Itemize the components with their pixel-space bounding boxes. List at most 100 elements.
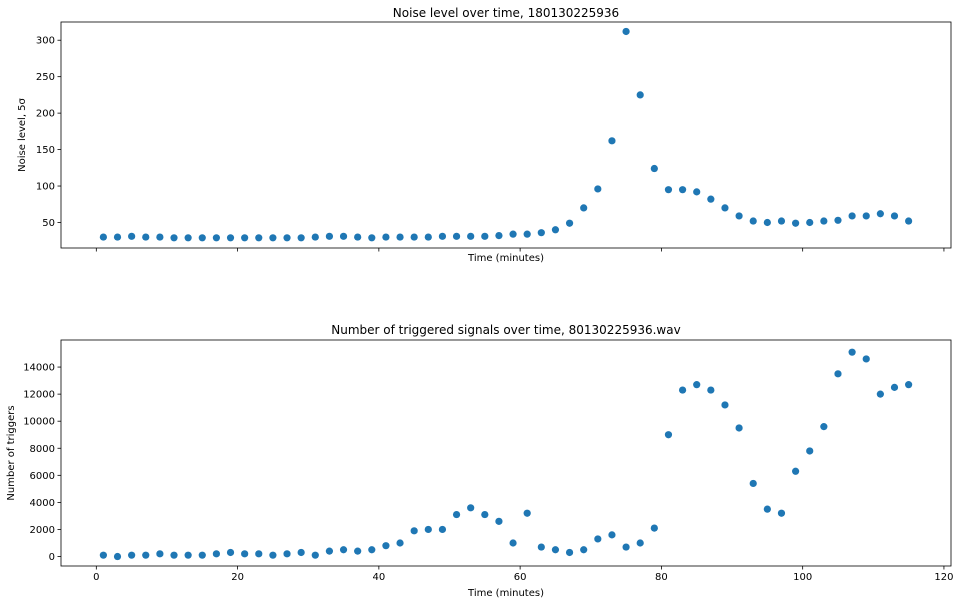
triggers-data-point xyxy=(777,509,786,517)
triggers-data-point xyxy=(424,525,432,534)
triggers-data-point xyxy=(255,550,263,558)
noise-data-point xyxy=(424,233,432,241)
triggers-data-point xyxy=(594,535,602,543)
noise-ticks: 50 100 150 200 250 300 xyxy=(36,36,945,252)
triggers-data-point xyxy=(834,370,842,378)
noise-data-point xyxy=(890,212,899,220)
noise-data-point xyxy=(297,234,305,242)
triggers-data-point xyxy=(565,548,574,557)
noise-data-point xyxy=(580,204,588,212)
triggers-y-tick-label: 8000 xyxy=(30,444,55,455)
noise-data-point xyxy=(255,234,263,242)
noise-data-point xyxy=(113,233,122,241)
triggers-data-point xyxy=(410,527,418,535)
noise-data-point xyxy=(212,234,220,242)
noise-data-point xyxy=(354,233,362,241)
noise-y-tick-label: 100 xyxy=(36,182,55,193)
triggers-data-point xyxy=(156,550,164,558)
triggers-x-tick-label: 60 xyxy=(514,572,527,583)
triggers-x-tick-label: 0 xyxy=(93,572,99,583)
triggers-y-tick-label: 14000 xyxy=(23,363,55,374)
noise-data-point xyxy=(820,217,828,225)
triggers-data-point xyxy=(226,548,235,557)
triggers-data-point xyxy=(763,505,771,513)
noise-y-axis-label: Noise level, 5σ xyxy=(17,97,28,171)
noise-data-point xyxy=(452,232,461,240)
triggers-x-tick-label: 80 xyxy=(655,572,668,583)
noise-data-point xyxy=(693,188,701,196)
triggers-data-point xyxy=(212,550,220,558)
noise-data-point xyxy=(763,218,771,227)
triggers-data-point xyxy=(297,548,305,557)
noise-data-point xyxy=(565,219,574,227)
triggers-x-tick-label: 100 xyxy=(793,572,812,583)
noise-data-point xyxy=(735,212,743,220)
noise-data-point xyxy=(325,232,334,240)
triggers-data-point xyxy=(382,542,390,550)
triggers-data-point xyxy=(862,355,870,363)
triggers-data-point xyxy=(452,510,461,519)
triggers-data-point xyxy=(481,510,489,519)
triggers-data-point xyxy=(537,543,545,551)
triggers-y-tick-label: 4000 xyxy=(30,498,55,509)
noise-data-point xyxy=(594,185,602,193)
triggers-data-point xyxy=(749,479,757,488)
triggers-y-axis-label: Number of triggers xyxy=(6,405,17,500)
triggers-data-point xyxy=(467,504,475,512)
triggers-data-point xyxy=(693,381,701,389)
triggers-data-point xyxy=(664,431,673,439)
noise-y-tick-label: 150 xyxy=(36,145,55,156)
noise-y-tick-label: 200 xyxy=(36,109,55,120)
noise-data-point xyxy=(396,233,404,241)
triggers-data-point xyxy=(636,539,644,547)
triggers-data-point xyxy=(551,546,560,554)
triggers-data-point xyxy=(650,524,658,532)
triggers-data-point xyxy=(325,547,334,555)
triggers-data-point xyxy=(311,551,319,559)
triggers-chart-title: Number of triggered signals over time, 8… xyxy=(331,323,680,337)
triggers-data-point xyxy=(354,547,362,555)
triggers-data-point xyxy=(735,424,743,432)
noise-data-point xyxy=(664,186,673,194)
noise-data-point xyxy=(792,219,800,227)
noise-data-point xyxy=(241,234,249,242)
noise-data-point xyxy=(269,234,277,242)
noise-data-point xyxy=(382,233,390,241)
triggers-data-point xyxy=(707,386,715,394)
triggers-data-point xyxy=(890,383,899,391)
triggers-data-point xyxy=(792,467,800,475)
triggers-x-axis-label: Time (minutes) xyxy=(467,588,544,599)
triggers-data-point xyxy=(128,551,136,559)
noise-data-point xyxy=(184,234,192,242)
triggers-x-tick-label: 120 xyxy=(934,572,953,583)
noise-data-point xyxy=(608,137,616,145)
noise-points xyxy=(99,27,913,242)
noise-data-point xyxy=(495,232,503,240)
noise-plot-area xyxy=(60,21,952,249)
triggers-data-point xyxy=(876,390,884,398)
noise-data-point xyxy=(636,91,644,99)
triggers-y-tick-label: 10000 xyxy=(23,417,55,428)
noise-data-point xyxy=(551,226,560,234)
noise-data-point xyxy=(650,164,658,173)
noise-data-point xyxy=(848,212,856,220)
noise-data-point xyxy=(707,195,715,203)
triggers-data-point xyxy=(142,551,150,559)
triggers-data-point xyxy=(820,423,828,431)
noise-y-tick-label: 250 xyxy=(36,72,55,83)
noise-data-point xyxy=(283,234,291,242)
triggers-y-tick-label: 2000 xyxy=(30,525,55,536)
triggers-y-tick-label: 0 xyxy=(49,552,55,563)
triggers-data-point xyxy=(198,551,206,559)
noise-data-point xyxy=(128,232,136,240)
noise-data-point xyxy=(368,234,376,242)
noise-data-point xyxy=(311,233,319,241)
triggers-data-point xyxy=(523,509,531,517)
triggers-axes: 0 20 40 60 80 100 120 0 2000 4000 6000 8000 10000 120… xyxy=(6,323,953,599)
triggers-data-point xyxy=(368,546,376,554)
triggers-data-point xyxy=(580,546,588,554)
noise-data-point xyxy=(438,232,447,240)
triggers-data-point xyxy=(608,531,616,539)
noise-data-point xyxy=(862,212,870,220)
